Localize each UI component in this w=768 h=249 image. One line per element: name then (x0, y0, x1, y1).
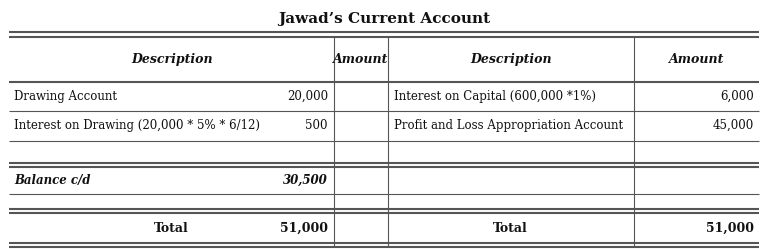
Text: Description: Description (131, 53, 213, 66)
Text: 45,000: 45,000 (713, 119, 754, 132)
Text: 51,000: 51,000 (706, 222, 754, 235)
Text: Jawad’s Current Account: Jawad’s Current Account (278, 12, 490, 26)
Text: 51,000: 51,000 (280, 222, 328, 235)
Text: 30,500: 30,500 (283, 174, 328, 187)
Text: Description: Description (470, 53, 551, 66)
Text: Total: Total (493, 222, 528, 235)
Text: Balance c/d: Balance c/d (14, 174, 91, 187)
Text: Total: Total (154, 222, 189, 235)
Text: Interest on Drawing (20,000 * 5% * 6/12): Interest on Drawing (20,000 * 5% * 6/12) (14, 119, 260, 132)
Text: Interest on Capital (600,000 *1%): Interest on Capital (600,000 *1%) (394, 90, 596, 103)
Text: Profit and Loss Appropriation Account: Profit and Loss Appropriation Account (394, 119, 623, 132)
Text: Amount: Amount (668, 53, 724, 66)
Text: 500: 500 (306, 119, 328, 132)
Text: 6,000: 6,000 (720, 90, 754, 103)
Text: Drawing Account: Drawing Account (14, 90, 117, 103)
Text: Amount: Amount (333, 53, 389, 66)
Text: 20,000: 20,000 (286, 90, 328, 103)
